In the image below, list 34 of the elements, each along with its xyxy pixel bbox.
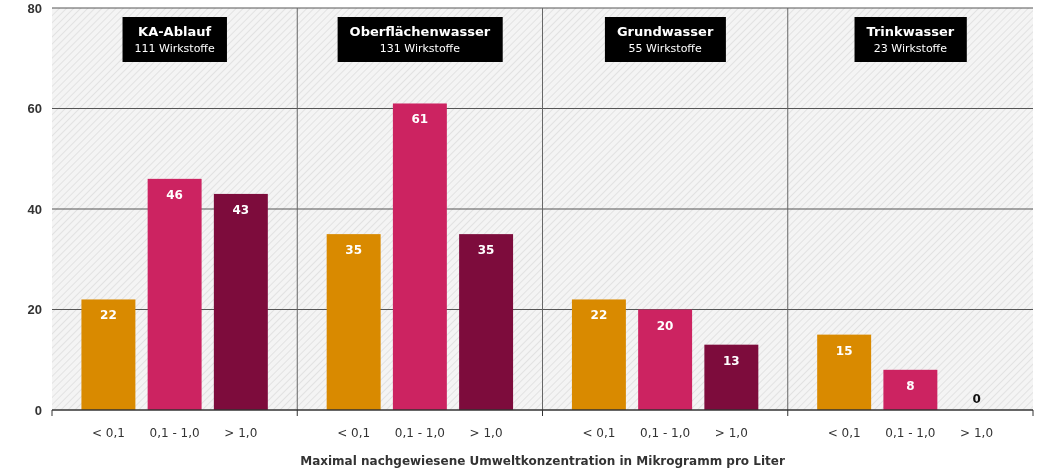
data-label: 46 (166, 187, 183, 202)
y-tick-label: 80 (27, 0, 42, 16)
x-tick-label: > 1,0 (224, 426, 258, 440)
data-label: 8 (906, 378, 915, 393)
data-label: 22 (100, 308, 117, 323)
y-tick-label: 0 (34, 402, 42, 418)
data-label: 35 (345, 243, 363, 258)
annotation: KA-Ablauf 111 Wirkstoffe (134, 24, 215, 55)
data-label: 61 (411, 112, 429, 127)
x-tick-label: 0,1 - 1,0 (149, 426, 200, 440)
data-label: 20 (656, 318, 674, 333)
x-tick-label: 0,1 - 1,0 (885, 426, 936, 440)
y-tick-label: 60 (27, 101, 42, 117)
x-tick-label: < 0,1 (337, 426, 371, 440)
x-tick-label: < 0,1 (91, 426, 125, 440)
x-tick-label: > 1,0 (960, 426, 994, 440)
data-label: 35 (477, 243, 495, 258)
x-tick-label: > 1,0 (469, 426, 503, 440)
x-tick-label: > 1,0 (714, 426, 748, 440)
x-tick-label: 0,1 - 1,0 (394, 426, 445, 440)
y-tick-label: 20 (27, 302, 42, 318)
x-tick-label: 0,1 - 1,0 (640, 426, 691, 440)
data-label: 13 (722, 353, 740, 368)
annotation: Oberflächenwasser 131 Wirkstoffe (349, 24, 491, 55)
data-label: 22 (590, 308, 608, 323)
y-tick-label: 40 (27, 201, 42, 217)
x-axis-title: Maximal nachgewiesene Umweltkonzentration in Mikrogramm pro Liter (300, 454, 785, 468)
data-label: 15 (835, 343, 853, 358)
x-tick-label: < 0,1 (582, 426, 616, 440)
annotation: Trinkwasser 23 Wirkstoffe (866, 24, 955, 55)
annotation: Grundwasser 55 Wirkstoffe (616, 24, 714, 55)
x-tick-label: < 0,1 (827, 426, 861, 440)
data-label: 0 (972, 392, 981, 406)
data-label: 43 (232, 202, 250, 217)
